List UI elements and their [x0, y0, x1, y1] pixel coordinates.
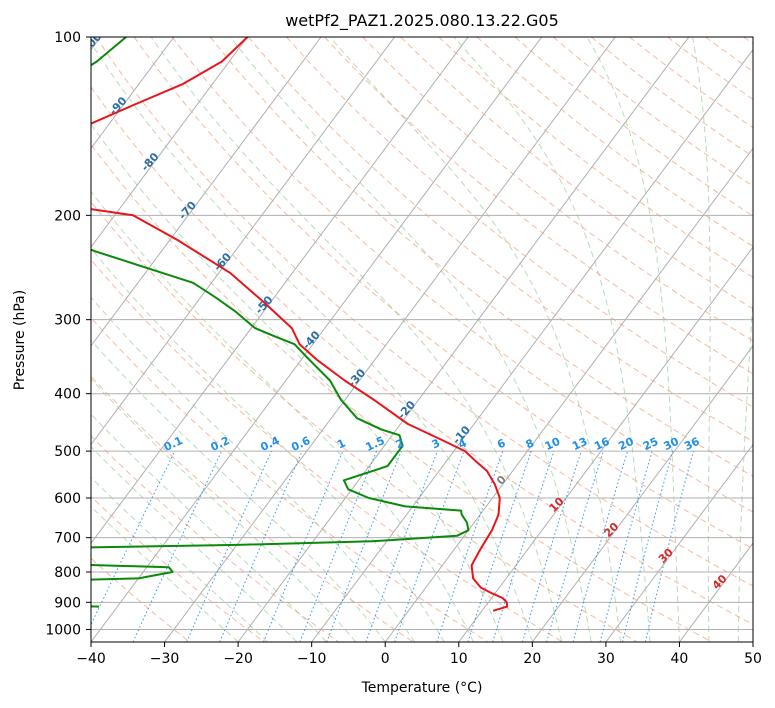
chart-title: wetPf2_PAZ1.2025.080.13.22.G05 [285, 11, 559, 31]
mixing-ratio-line [522, 450, 582, 642]
x-tick-label: 20 [523, 651, 541, 667]
dry-adiabat [171, 37, 753, 513]
isotherm-line [91, 37, 469, 545]
dry-adiabat [324, 37, 753, 375]
mixing-ratio-line [436, 450, 504, 642]
dry-adiabat [362, 37, 753, 342]
plot-frame [90, 36, 754, 643]
mixing-ratio-line [644, 450, 694, 642]
x-axis-label: Temperature (°C) [361, 680, 483, 696]
mixing-ratio-label: 10 [543, 435, 563, 453]
dry-adiabat [400, 37, 753, 310]
moist-adiabat [453, 37, 651, 642]
mixing-ratio-line [326, 450, 402, 642]
isotherm-line [531, 344, 753, 642]
y-axis-label: Pressure (hPa) [12, 290, 28, 390]
isotherm-line [384, 147, 753, 642]
moist-adiabat [91, 296, 416, 642]
y-tick-label: 500 [54, 444, 81, 460]
mixing-ratio-line [492, 450, 555, 642]
mixing-ratio-line [365, 450, 438, 642]
dry-adiabat [91, 201, 638, 642]
isotherm-line [91, 37, 175, 150]
x-tick-label: −30 [150, 651, 180, 667]
moist-adiabat [91, 476, 268, 642]
dry-adiabat [91, 495, 265, 642]
isotherm-line [605, 443, 753, 642]
dry-adiabat [91, 316, 489, 642]
dry-adiabat [95, 37, 753, 587]
x-tick-label: 50 [744, 651, 762, 667]
moist-adiabat [91, 41, 533, 642]
moist-adiabat [91, 505, 239, 642]
mixing-ratio-label: 20 [616, 435, 636, 453]
dry-adiabat [91, 557, 190, 642]
y-axis: 100 200 300 400 500 600 700 800 900 1000 [45, 30, 91, 638]
mixing-ratio-label: 25 [641, 435, 660, 453]
mixing-ratio-label: 36 [682, 435, 702, 453]
x-tick-label: 10 [450, 651, 468, 667]
mixing-ratio-lines [91, 450, 694, 642]
isotherm-line [91, 37, 248, 248]
y-tick-label: 100 [54, 30, 81, 46]
dewpoint-profile-line [91, 37, 470, 608]
mixing-ratio-line [299, 450, 378, 642]
x-axis: −40 −30 −20 −10 0 10 20 30 40 50 [76, 642, 762, 667]
isotherm-grid [91, 37, 753, 642]
moist-adiabat [150, 37, 563, 642]
mixing-ratio-line [546, 450, 604, 642]
mixing-ratio-line [186, 450, 272, 642]
x-tick-label: 40 [671, 651, 689, 667]
dry-adiabat [91, 86, 753, 626]
x-tick-label: −10 [297, 651, 327, 667]
mixing-ratio-line [467, 450, 532, 642]
dry-adiabat [91, 375, 414, 642]
moist-adiabat [91, 446, 298, 642]
isotherm-line [237, 37, 690, 642]
y-tick-label: 600 [54, 491, 81, 507]
mixing-ratio-line [622, 450, 674, 642]
y-tick-label: 800 [54, 565, 81, 581]
mixing-ratio-line [219, 450, 303, 642]
moist-adiabat [329, 37, 622, 642]
series-layer [91, 37, 509, 612]
moist-adiabat [229, 37, 592, 642]
isotherm-line [164, 37, 616, 642]
moist-adiabat [737, 292, 753, 642]
isotherm-line [458, 246, 753, 642]
x-tick-label: 30 [597, 651, 615, 667]
temperature-profile-line [91, 37, 509, 612]
moist-adiabat [91, 413, 327, 642]
y-tick-label: 1000 [45, 622, 81, 638]
y-tick-label: 200 [54, 208, 81, 224]
x-tick-label: 0 [381, 651, 390, 667]
isotherm-line [91, 37, 322, 347]
moist-adiabat [91, 123, 504, 642]
mixing-ratio-line [599, 450, 653, 642]
mixing-ratio-line [394, 450, 465, 642]
y-tick-label: 300 [54, 313, 81, 329]
mixing-ratio-label: 30 [662, 435, 682, 453]
x-tick-label: −20 [223, 651, 253, 667]
mixing-ratio-label: 16 [592, 435, 612, 453]
dry-adiabat [91, 143, 713, 642]
mixing-ratio-line [572, 450, 629, 642]
isotherm-line [91, 37, 543, 642]
y-tick-label: 900 [54, 595, 81, 611]
y-tick-label: 400 [54, 387, 81, 403]
x-tick-label: −40 [76, 651, 106, 667]
mixing-ratio-label: 13 [570, 435, 589, 453]
y-tick-label: 700 [54, 531, 81, 547]
mixing-ratio-line [263, 450, 344, 642]
isotherm-line [91, 37, 396, 446]
